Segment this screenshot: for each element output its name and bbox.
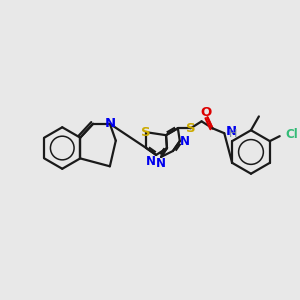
Text: O: O [200,106,211,119]
Text: N: N [104,117,116,130]
Text: N: N [156,157,166,170]
Text: H: H [229,129,237,139]
Text: N: N [180,135,190,148]
Text: S: S [141,126,151,139]
Text: S: S [186,122,196,135]
Text: N: N [225,125,236,138]
Text: N: N [146,155,156,168]
Text: Cl: Cl [286,128,298,141]
